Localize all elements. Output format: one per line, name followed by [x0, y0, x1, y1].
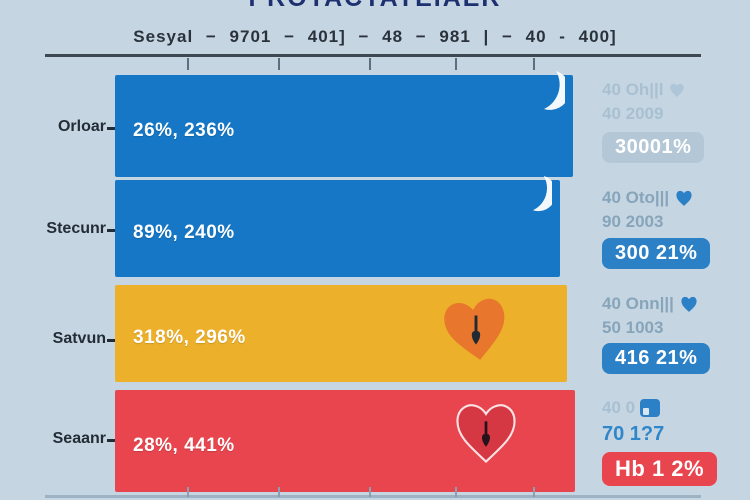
bookmark-icon [640, 399, 661, 417]
axis-tick [278, 58, 280, 70]
value-badge: 300 21% [602, 238, 711, 269]
crescent-icon [544, 71, 565, 110]
chart-title-clipped: PROTACTATEIAER [0, 0, 750, 13]
heart-pin-icon [444, 298, 505, 360]
legend-line: Sesyal − 9701 − 401] − 48 − 981 | − 40 -… [133, 27, 617, 46]
category-label: Seaanr [52, 430, 106, 447]
axis-tick [187, 487, 189, 497]
annotation-line-1: 40 Onn||| [602, 294, 699, 314]
axis-tick [369, 487, 371, 497]
bar-row-4: 28%, 441% [115, 390, 575, 492]
category-label: Stecunr [46, 220, 106, 237]
axis-tick [455, 58, 457, 70]
annotation-line-2: 40 2009 [602, 104, 664, 123]
bar-row-2: 89%, 240% [115, 175, 560, 277]
axis-tick [455, 487, 457, 497]
axis-tick [369, 58, 371, 70]
heart-icon [676, 190, 692, 206]
bar-row-3: 318%, 296% [115, 285, 567, 382]
bar-value-label: 26%, 236% [133, 120, 235, 142]
heart-icon [670, 83, 685, 97]
crescent-icon [532, 175, 552, 212]
value-badge: Hb 1 2% [602, 452, 718, 486]
category-label: Satvun [52, 330, 106, 347]
bar-value-label: 318%, 296% [133, 327, 246, 349]
heart-icon [681, 296, 697, 312]
bar-row-1: 26%, 236% [115, 71, 573, 177]
bar-value-label: 89%, 240% [133, 222, 235, 244]
leader-line [107, 339, 116, 342]
axis-tick [278, 487, 280, 497]
leader-line [107, 127, 116, 130]
value-badge: 416 21% [602, 343, 711, 374]
value-badge: 30001% [602, 132, 705, 163]
heart-pin-icon [456, 404, 516, 463]
axis-tick [533, 58, 535, 70]
annotation-line-2: 70 1?7 [602, 423, 665, 445]
axis-tick [187, 58, 189, 70]
annotation-line-1: 40 Oto||| [602, 188, 694, 208]
leader-line [107, 439, 116, 442]
category-label: Orloar [57, 118, 106, 135]
annotation-line-2: 90 2003 [602, 212, 664, 231]
bottom-axis-rule [45, 495, 701, 498]
leader-line [107, 229, 116, 232]
annotation-line-2: 50 1003 [602, 318, 664, 337]
annotation-line-1: 40 Oh||l [602, 80, 686, 100]
bar-value-label: 28%, 441% [133, 435, 235, 457]
axis-tick [533, 487, 535, 497]
annotation-line-1: 40 0 [602, 398, 661, 418]
top-axis-rule [45, 54, 701, 57]
